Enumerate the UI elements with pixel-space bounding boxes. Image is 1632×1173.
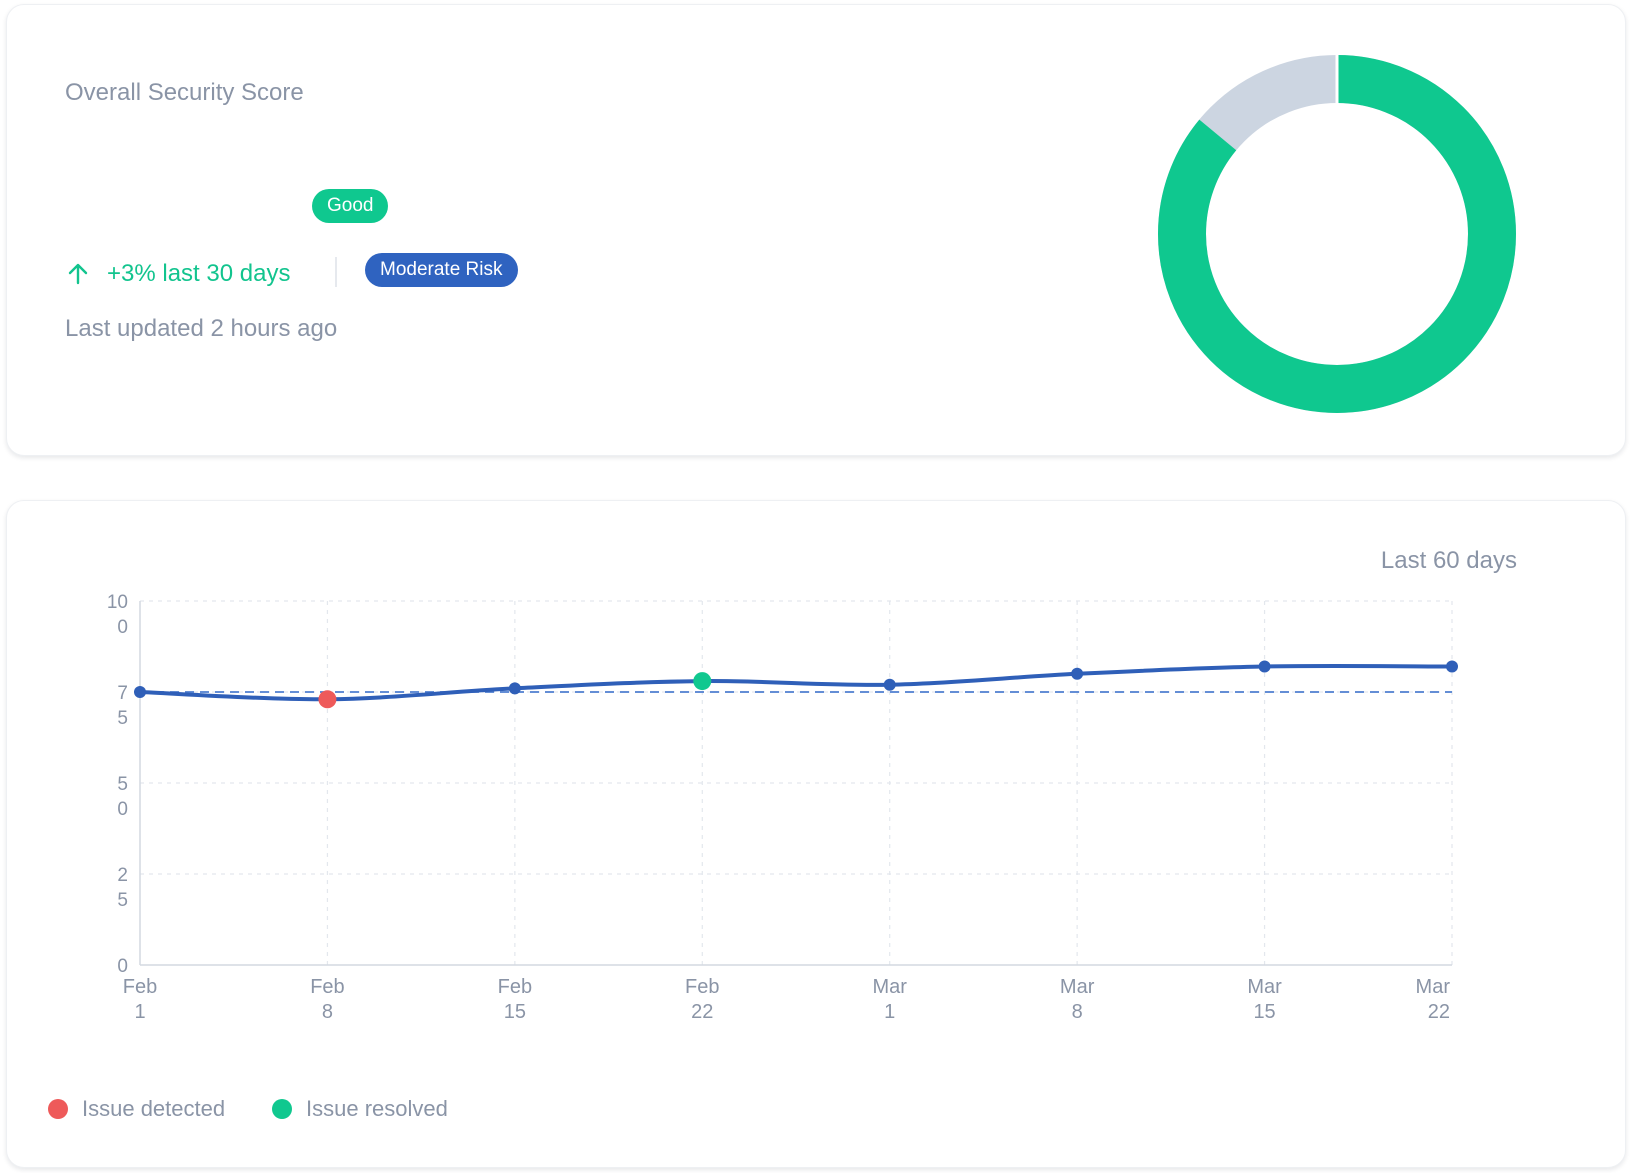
x-tick-label: Feb 22 <box>685 976 719 1023</box>
legend-issue-resolved: Issue resolved <box>272 1096 448 1122</box>
x-tick-label: Feb 8 <box>310 976 344 1023</box>
data-point <box>134 686 146 698</box>
security-score-donut <box>1158 49 1516 413</box>
legend-dot-red <box>48 1099 68 1119</box>
data-point <box>1446 660 1458 673</box>
score-line <box>138 663 1454 702</box>
x-tick-label: Mar 1 <box>872 976 907 1023</box>
y-tick-label: 0 <box>117 956 128 977</box>
status-badge: Good <box>312 189 389 223</box>
legend-issue-detected: Issue detected <box>48 1096 225 1122</box>
x-tick-label: Mar 22 <box>1416 976 1451 1023</box>
legend-label: Issue resolved <box>306 1096 448 1121</box>
arrow-up-icon <box>68 263 88 285</box>
x-tick-label: Mar 8 <box>1060 976 1095 1023</box>
security-score-card: Overall Security Score Good +3% last 30 … <box>6 4 1626 456</box>
trend-indicator: +3% last 30 days <box>65 257 290 291</box>
data-point <box>883 678 896 691</box>
legend-dot-green <box>272 1099 292 1119</box>
score-title: Overall Security Score <box>65 79 304 106</box>
divider <box>335 257 337 287</box>
issue-resolved-marker <box>693 672 712 691</box>
issue-detected-marker <box>318 690 337 709</box>
data-point <box>508 682 521 695</box>
date-range-label: Last 60 days <box>1380 547 1517 574</box>
legend-label: Issue detected <box>82 1096 226 1121</box>
last-updated-text: Last updated 2 hours ago <box>65 315 338 342</box>
risk-badge: Moderate Risk <box>365 253 518 287</box>
x-tick-label: Feb 15 <box>498 976 532 1023</box>
trend-text: +3% last 30 days <box>107 260 291 287</box>
data-point <box>1071 667 1084 680</box>
y-tick-label: 10 0 <box>107 592 128 638</box>
x-tick-label: Mar 15 <box>1247 976 1282 1023</box>
data-point <box>1258 660 1271 673</box>
score-trend-card: Last 60 days 10 0 7 5 5 0 2 5 0 Feb 1 Feb 8 Feb 15 Feb 2… <box>6 500 1626 1168</box>
x-tick-label: Feb 1 <box>123 976 157 1023</box>
